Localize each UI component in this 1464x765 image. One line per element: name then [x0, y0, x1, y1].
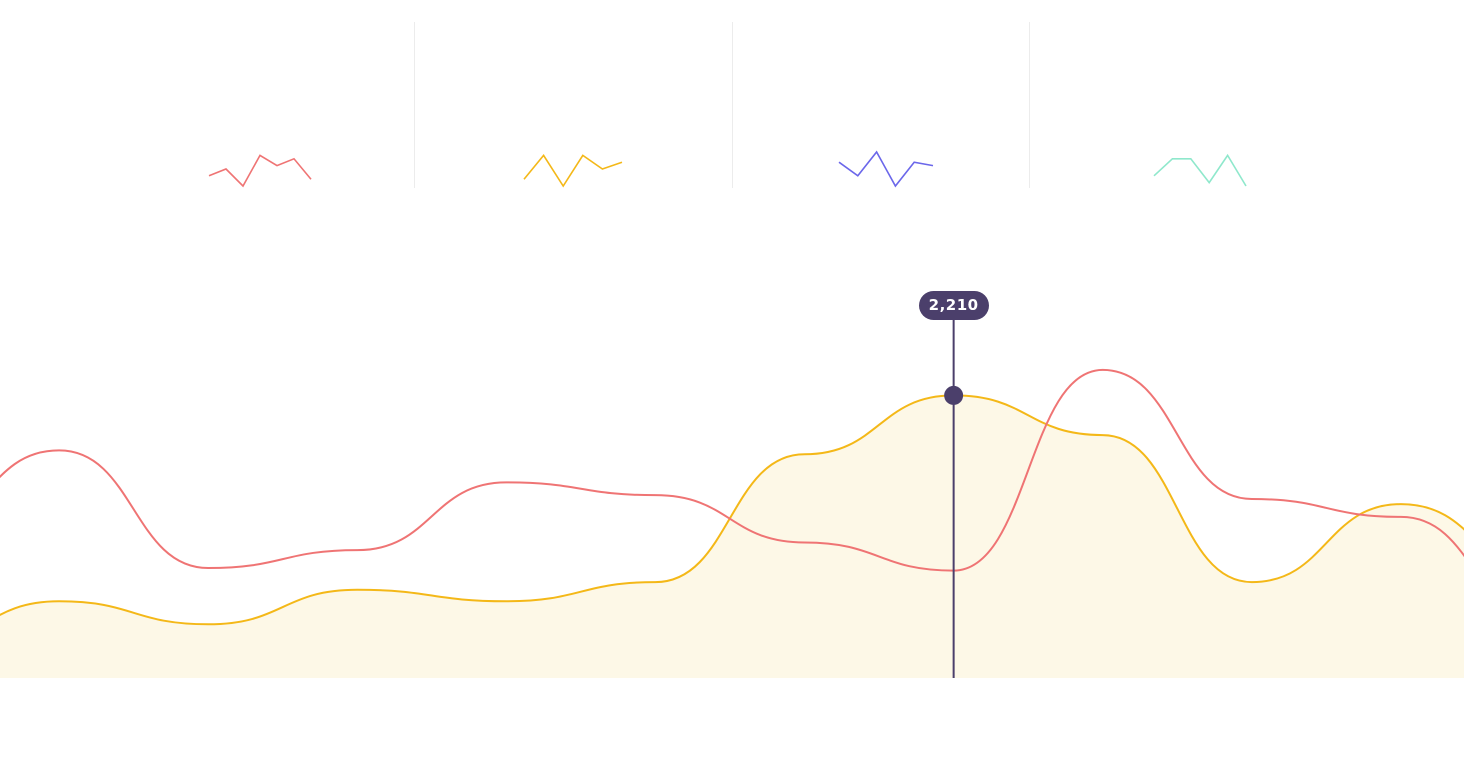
sparkline-blue [838, 150, 934, 188]
highlight-point[interactable] [944, 385, 964, 405]
sparkline-path [838, 150, 934, 188]
series-area-yellow [0, 395, 1464, 678]
sparkline-mint [1153, 153, 1247, 187]
value-tooltip: 2,210 [918, 291, 989, 320]
divider [1029, 22, 1030, 188]
series-line-yellow [0, 394, 1464, 626]
series-line-red [0, 368, 1464, 572]
sparkline-yellow [523, 154, 623, 188]
divider [414, 22, 415, 188]
chart-plot [0, 318, 1464, 678]
sparkline-path [1153, 153, 1247, 187]
sparkline-red [208, 154, 312, 188]
sparkline-path [523, 154, 623, 188]
divider [732, 22, 733, 188]
sparkline-row [0, 0, 1464, 200]
sparkline-path [208, 154, 312, 188]
